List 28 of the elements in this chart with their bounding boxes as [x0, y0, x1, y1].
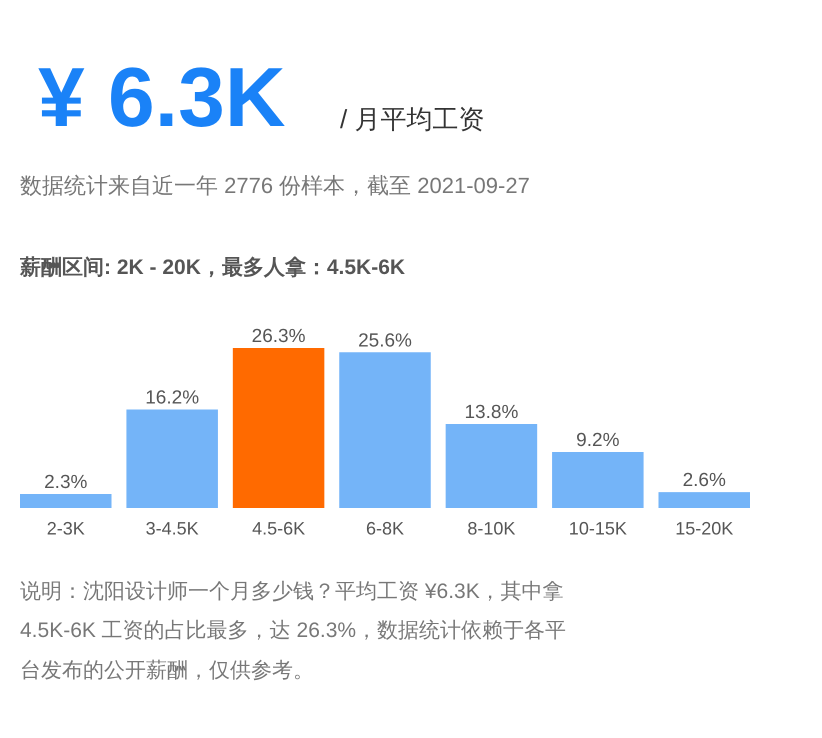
data-label: 2.6% — [682, 470, 726, 492]
data-label: 2.3% — [44, 472, 88, 494]
bar — [20, 494, 112, 508]
text: 薪酬区间: 2K - 20K，最多人拿：4.5K-6K — [19, 256, 406, 279]
bar — [446, 424, 538, 508]
chart-title: ¥ 6.3K — [38, 50, 286, 144]
text: 说明：沈阳设计师一个月多少钱？平均工资 ¥6.3K，其中拿 — [20, 580, 564, 603]
text: 数据统计来自近一年 2776 份样本，截至 2021-09-27 — [20, 173, 530, 198]
data-label: 25.6% — [358, 330, 412, 352]
data-label: 26.3% — [252, 326, 306, 347]
x-tick-label: 2-3K — [46, 518, 85, 538]
data-label: 16.2% — [145, 387, 200, 408]
bar — [126, 409, 218, 508]
x-tick-label: 10-15K — [568, 518, 627, 538]
text: 台发布的公开薪酬，仅供参考。 — [20, 659, 314, 682]
bar — [339, 352, 431, 508]
x-tick-label: 6-8K — [366, 518, 404, 538]
x-tick-label: 4.5-6K — [252, 518, 306, 538]
x-tick-label: 8-10K — [467, 518, 516, 538]
bar — [232, 348, 324, 508]
text: 4.5K-6K 工资的占比最多，达 26.3%，数据统计依赖于各平 — [20, 619, 566, 642]
bar — [658, 492, 750, 508]
x-tick-label: 3-4.5K — [146, 518, 199, 538]
data-label: 9.2% — [576, 430, 620, 452]
chart-subtitle: / 月平均工资 — [340, 104, 484, 134]
x-tick-label: 15-20K — [675, 518, 734, 538]
data-label: 13.8% — [464, 402, 518, 424]
bar — [552, 452, 644, 508]
